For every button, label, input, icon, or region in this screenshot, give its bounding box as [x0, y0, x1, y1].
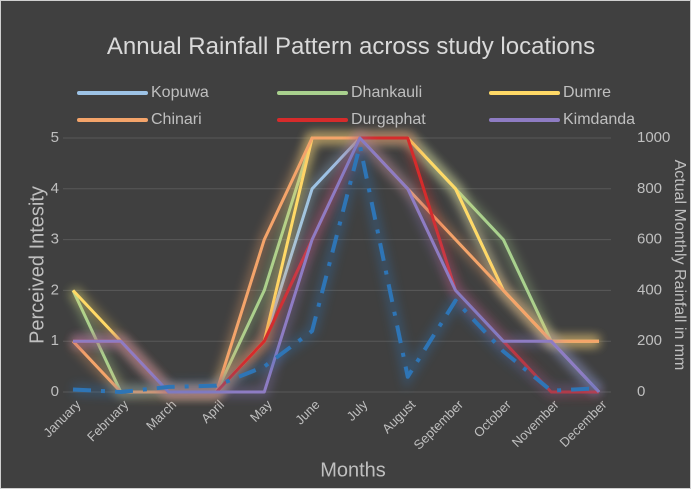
rainfall-line: [72, 143, 600, 394]
x-tick-label: December: [557, 396, 610, 449]
y-tick-label: 4: [51, 180, 59, 197]
y-tick-label: 5: [51, 129, 59, 146]
y2-tick-label: 400: [637, 281, 662, 298]
x-tick-label: May: [247, 397, 275, 425]
legend-label: Kimdanda: [563, 111, 635, 128]
legend-label: Dumre: [563, 84, 611, 101]
y2-axis-label: Actual Monthly Rainfall in mm: [671, 160, 688, 371]
y2-tick-label: 800: [637, 180, 662, 197]
x-tick-label: February: [84, 397, 132, 445]
x-tick-label: April: [198, 397, 227, 426]
legend-label: Durgaphat: [351, 111, 426, 128]
x-tick-label: January: [40, 397, 84, 441]
y2-tick-label: 0: [637, 383, 645, 400]
legend-label: Chinari: [151, 111, 202, 128]
y-tick-label: 3: [51, 231, 59, 248]
x-tick-label: October: [471, 396, 515, 440]
y-tick-label: 1: [51, 332, 59, 349]
x-tick-label: March: [143, 397, 179, 433]
y-tick-label: 2: [51, 281, 59, 298]
legend-label: Kopuwa: [151, 84, 209, 101]
x-tick-label: July: [344, 397, 371, 424]
x-tick-label: September: [411, 396, 467, 452]
chart-title: Annual Rainfall Pattern across study loc…: [106, 33, 596, 60]
x-tick-label: August: [379, 397, 418, 436]
x-tick-label: November: [509, 396, 562, 449]
y-axis-label: Perceived Intesity: [26, 186, 48, 344]
y2-tick-label: 600: [637, 231, 662, 248]
y-tick-label: 0: [51, 383, 59, 400]
y2-tick-label: 1000: [637, 129, 670, 146]
x-axis-label: Months: [320, 459, 386, 481]
x-tick-label: June: [292, 397, 323, 428]
legend-label: Dhankauli: [351, 84, 422, 101]
y2-tick-label: 200: [637, 332, 662, 349]
